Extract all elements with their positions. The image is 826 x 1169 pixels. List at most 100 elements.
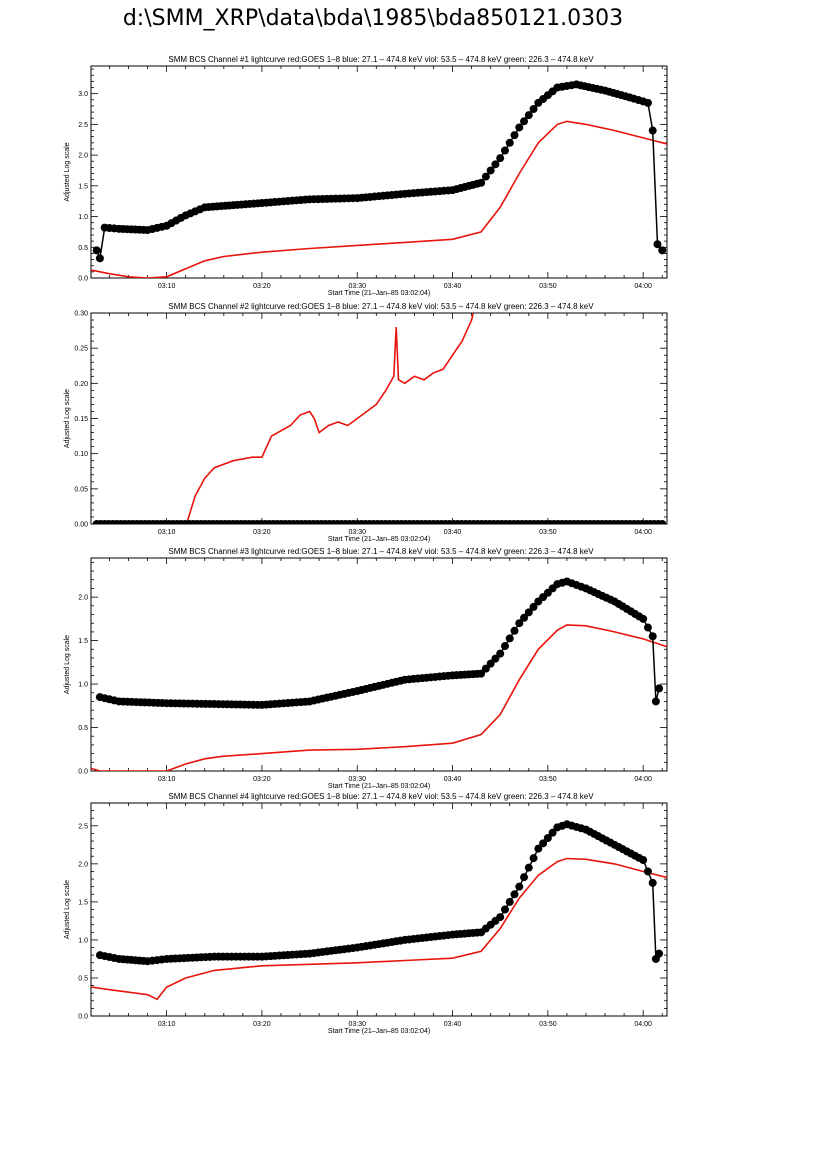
data-point <box>653 240 662 249</box>
data-point <box>643 623 652 632</box>
y-tick-label: 1.0 <box>78 682 88 689</box>
x-tick-label: 03:20 <box>253 529 271 536</box>
data-point <box>548 828 557 837</box>
data-point <box>95 254 104 263</box>
x-tick-label: 03:50 <box>539 283 557 290</box>
data-point <box>496 154 505 163</box>
y-tick-label: 0.30 <box>74 311 88 318</box>
data-point <box>510 626 519 635</box>
chart-title: SMM BCS Channel #4 lightcurve red:GOES 1… <box>168 792 594 801</box>
data-point <box>496 913 505 922</box>
data-point <box>639 856 648 865</box>
y-tick-label: 2.0 <box>78 153 88 160</box>
y-tick-label: 0.5 <box>78 725 88 732</box>
data-point <box>648 632 657 641</box>
x-tick-label: 03:10 <box>158 529 176 536</box>
y-tick-label: 0.00 <box>74 522 88 529</box>
data-point <box>639 614 648 623</box>
data-point <box>505 897 514 906</box>
data-point <box>510 890 519 899</box>
x-tick-label: 03:50 <box>539 776 557 783</box>
y-tick-label: 0.15 <box>74 416 88 423</box>
x-tick-label: 03:30 <box>348 1021 366 1028</box>
data-point <box>520 613 529 622</box>
y-tick-label: 0.0 <box>78 769 88 776</box>
y-tick-label: 0.10 <box>74 451 88 458</box>
data-point <box>643 867 652 876</box>
y-tick-label: 1.5 <box>78 899 88 906</box>
y-tick-label: 1.0 <box>78 937 88 944</box>
data-point <box>529 602 538 611</box>
y-tick-label: 1.5 <box>78 183 88 190</box>
y-axis-label: Adjusted Log scale <box>64 635 71 694</box>
x-tick-label: 03:40 <box>444 776 462 783</box>
x-axis-label: Start Time (21–Jan–85 03:02:04) <box>328 536 430 543</box>
y-tick-label: 0.25 <box>74 346 88 353</box>
data-point <box>477 669 486 678</box>
data-point <box>534 844 543 853</box>
y-tick-label: 0.5 <box>78 975 88 982</box>
series-line-goes <box>185 313 474 524</box>
data-point <box>486 166 495 175</box>
y-tick-label: 0.0 <box>78 276 88 283</box>
series-line-goes <box>91 624 667 771</box>
data-point <box>515 882 524 891</box>
data-point <box>539 839 548 848</box>
data-point <box>486 659 495 668</box>
y-tick-label: 1.5 <box>78 638 88 645</box>
x-tick-label: 03:20 <box>253 283 271 290</box>
data-point <box>524 111 533 120</box>
x-axis-label: Start Time (21–Jan–85 03:02:04) <box>328 1028 430 1035</box>
x-tick-label: 04:00 <box>634 529 652 536</box>
series-line-goes <box>91 120 667 278</box>
data-point <box>655 949 664 958</box>
data-point <box>520 873 529 882</box>
x-tick-label: 03:20 <box>253 776 271 783</box>
data-point <box>500 642 509 651</box>
data-point <box>500 905 509 914</box>
data-point <box>496 649 505 658</box>
data-point <box>520 117 529 126</box>
data-point <box>481 664 490 673</box>
plot-frame <box>90 312 668 525</box>
plot-frame <box>90 802 668 1017</box>
data-point <box>500 146 509 155</box>
page-title: d:\SMM_XRP\data\bda\1985\bda850121.0303 <box>122 6 624 31</box>
x-tick-label: 03:30 <box>348 283 366 290</box>
x-axis-label: Start Time (21–Jan–85 03:02:04) <box>328 290 430 297</box>
data-point <box>481 172 490 181</box>
data-point <box>524 863 533 872</box>
data-point <box>505 138 514 147</box>
y-axis-label: Adjusted Log scale <box>64 389 71 448</box>
data-point <box>515 123 524 132</box>
x-tick-label: 04:00 <box>634 283 652 290</box>
x-tick-label: 03:50 <box>539 1021 557 1028</box>
series-line-goes <box>91 857 667 1001</box>
data-point <box>655 684 664 693</box>
data-point <box>92 246 101 255</box>
data-point <box>515 619 524 628</box>
x-tick-label: 03:40 <box>444 283 462 290</box>
data-point <box>658 246 667 255</box>
y-axis-label: Adjusted Log scale <box>64 880 71 939</box>
x-tick-label: 03:30 <box>348 776 366 783</box>
series-line-bcs <box>96 83 663 262</box>
y-tick-label: 0.5 <box>78 245 88 252</box>
data-point <box>643 98 652 107</box>
y-tick-label: 2.0 <box>78 595 88 602</box>
x-tick-label: 03:50 <box>539 529 557 536</box>
chart-title: SMM BCS Channel #2 lightcurve red:GOES 1… <box>168 302 594 311</box>
x-tick-label: 04:00 <box>634 776 652 783</box>
y-tick-label: 2.5 <box>78 823 88 830</box>
x-tick-label: 04:00 <box>634 1021 652 1028</box>
y-tick-label: 0.05 <box>74 486 88 493</box>
y-tick-label: 0.20 <box>74 381 88 388</box>
x-tick-label: 03:10 <box>158 1021 176 1028</box>
plot-frame <box>90 65 668 279</box>
chart-title: SMM BCS Channel #1 lightcurve red:GOES 1… <box>168 55 594 64</box>
x-tick-label: 03:10 <box>158 776 176 783</box>
y-tick-label: 2.0 <box>78 861 88 868</box>
data-point <box>491 160 500 169</box>
data-point <box>491 654 500 663</box>
